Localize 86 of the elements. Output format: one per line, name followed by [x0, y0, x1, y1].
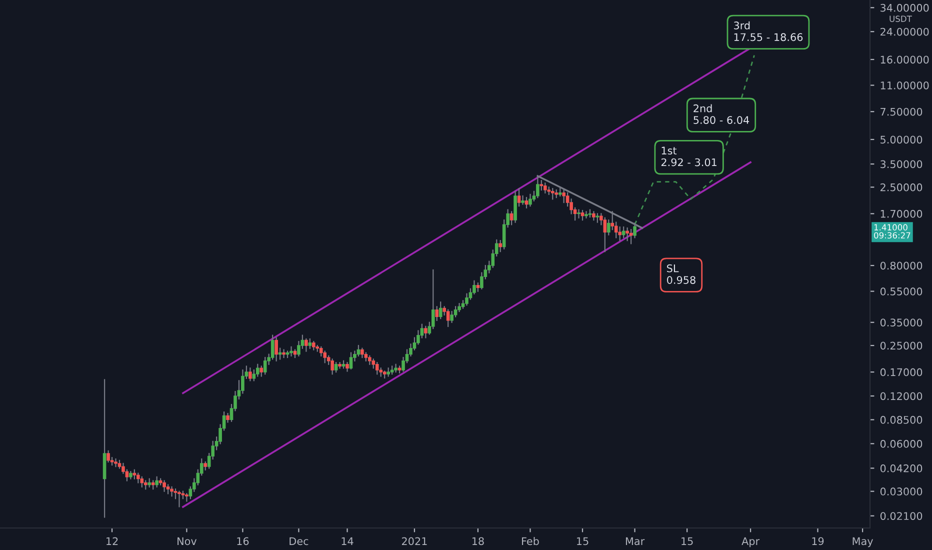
- x-tick-label: 18: [472, 537, 484, 546]
- y-tick-label: 0.35000: [880, 318, 922, 326]
- candlestick: [562, 189, 566, 204]
- y-tick-label: 16.00000: [880, 56, 929, 64]
- candlestick: [622, 226, 626, 238]
- y-tick-label: 34.00000: [880, 4, 929, 12]
- candlestick: [162, 480, 166, 492]
- y-tick-label: 5.00000: [880, 136, 922, 144]
- candlestick: [540, 180, 544, 191]
- y-tick-label: 7.50000: [880, 108, 922, 116]
- candlestick: [498, 240, 502, 252]
- x-tick-label: 2021: [402, 537, 427, 546]
- candlestick: [394, 364, 398, 373]
- candlestick: [435, 306, 439, 321]
- candlestick: [510, 211, 514, 226]
- x-tick-label: 15: [682, 537, 693, 546]
- y-tick-label: 0.02100: [880, 512, 922, 520]
- y-tick-label: 11.00000: [880, 81, 929, 90]
- candlestick: [330, 358, 334, 375]
- y-tick-label: 24.00000: [880, 28, 929, 36]
- x-tick-label: Feb: [522, 537, 539, 546]
- y-tick-label: 0.17000: [880, 368, 922, 376]
- y-tick-label: 0.25000: [880, 342, 922, 350]
- candlestick: [521, 195, 524, 205]
- candlestick: [140, 476, 144, 488]
- x-tick-label: Apr: [742, 537, 760, 548]
- y-tick-label: 1.70000: [880, 210, 922, 218]
- candlestick: [248, 368, 252, 382]
- candlestick: [185, 493, 188, 502]
- y-axis-title: USDT: [890, 16, 912, 22]
- x-tick-label: 16: [237, 537, 249, 546]
- candlestick: [524, 196, 528, 208]
- x-tick-label: 15: [577, 537, 588, 546]
- y-tick-label: 3.50000: [880, 160, 922, 168]
- candlestick: [584, 211, 588, 218]
- candlestick: [170, 486, 174, 497]
- candlestick: [577, 209, 580, 218]
- y-tick-label: 0.03000: [880, 488, 922, 496]
- candlestick: [334, 362, 338, 373]
- x-tick-label: May: [852, 537, 874, 548]
- candlestick: [155, 476, 158, 488]
- candlestick: [349, 352, 353, 370]
- annotation: 1st 2.92 - 3.01: [661, 146, 716, 166]
- candlestick: [274, 337, 278, 362]
- y-tick-label: 0.12000: [880, 392, 922, 400]
- candlestick: [528, 194, 532, 207]
- candlestick: [323, 350, 327, 364]
- candlestick: [517, 188, 521, 207]
- x-tick-label: Nov: [178, 537, 197, 546]
- candlestick: [360, 348, 364, 358]
- candlestick: [263, 356, 267, 375]
- candlestick: [438, 302, 442, 320]
- x-tick-label: 12: [106, 537, 118, 545]
- candlestick: [338, 362, 342, 369]
- candlestick: [304, 338, 308, 352]
- candlestick: [580, 210, 584, 221]
- x-tick-label: 19: [812, 537, 824, 546]
- candlestick: [290, 346, 293, 356]
- y-tick-label: 0.06000: [880, 440, 922, 448]
- candlestick: [375, 362, 379, 375]
- candlestick: [424, 326, 428, 338]
- annotation: 3rd 17.55 - 18.66: [734, 21, 803, 42]
- y-tick-label: 2.50000: [880, 183, 922, 192]
- x-tick-label: Dec: [290, 537, 308, 546]
- candlestick: [178, 490, 181, 508]
- annotation: 2nd 5.80 - 6.04: [694, 104, 750, 124]
- candlestick: [106, 450, 110, 462]
- candlestick: [626, 227, 629, 242]
- y-tick-label: 0.55000: [880, 288, 922, 296]
- candlestick: [282, 349, 286, 358]
- annotation: SL 0.958: [667, 264, 696, 284]
- candlestick: [308, 338, 312, 349]
- candlestick: [446, 309, 450, 327]
- candlestick: [256, 364, 260, 377]
- x-tick-label: 14: [342, 537, 354, 545]
- candlestick: [550, 188, 554, 200]
- candlestick: [603, 217, 607, 252]
- candlestick: [260, 366, 264, 377]
- candlestick: [114, 458, 118, 468]
- y-tick-label: 0.08500: [880, 416, 922, 424]
- candlestick: [544, 182, 547, 194]
- candlestick: [136, 472, 140, 484]
- y-tick-label: 0.80000: [880, 262, 922, 270]
- x-tick-label: Mar: [626, 537, 645, 546]
- y-tick-label: 0.04200: [880, 464, 922, 472]
- text: 1.41000 09:36:27: [874, 224, 910, 239]
